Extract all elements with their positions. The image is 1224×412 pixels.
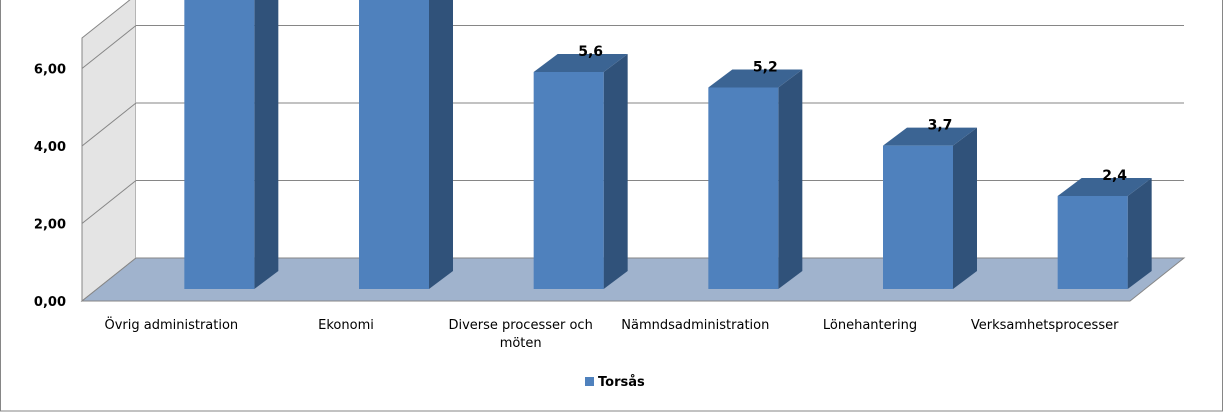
bar-top [1057, 178, 1152, 196]
plot-walls [81, 0, 1184, 303]
bar-side [603, 54, 628, 289]
data-label: 5,2 [753, 60, 778, 76]
bar [533, 54, 628, 289]
data-label: 2,4 [1102, 168, 1127, 184]
back-wall [136, 0, 1184, 258]
legend-label: Torsås [598, 375, 645, 390]
bar [359, 0, 453, 289]
bars [184, 0, 1152, 289]
bar [883, 127, 977, 289]
bar-side [953, 127, 977, 289]
x-tick-label: Ekonomi [318, 318, 374, 333]
value-labels: 5,6 5,2 3,7 2,4 [578, 44, 1127, 184]
x-axis-categories: Övrig administration Ekonomi Diverse proce… [104, 316, 1119, 351]
bar-top [533, 54, 628, 72]
y-axis-ticks: 0,00 2,00 4,00 6,00 [34, 63, 66, 311]
bar-side [1127, 178, 1152, 289]
y-tick-label: 4,00 [34, 140, 66, 155]
y-tick-label: 2,00 [34, 218, 66, 233]
bar-side [254, 0, 279, 289]
bar-front [1057, 196, 1128, 289]
gridlines [81, 25, 1184, 224]
bar-front [883, 145, 953, 289]
bar [184, 0, 279, 289]
bar-front [359, 0, 429, 289]
bar-front [184, 0, 255, 289]
side-wall [81, 0, 137, 303]
legend-swatch [585, 377, 594, 386]
y-tick-label: 0,00 [34, 295, 66, 310]
data-label: 3,7 [928, 118, 953, 134]
x-tick-label: Nämndsadministration [621, 318, 769, 333]
bar-front [708, 87, 779, 289]
legend: Torsås [585, 375, 645, 390]
gridline-side [81, 102, 137, 147]
bar [1057, 178, 1152, 289]
bar [708, 69, 803, 289]
bar-front [533, 72, 604, 289]
gridline-side [81, 25, 137, 69]
x-tick-label: Verksamhetsprocesser [971, 318, 1119, 333]
bar-side [778, 69, 803, 289]
bar-top [883, 127, 977, 146]
bar-side [429, 0, 453, 289]
x-tick-label: Diverse processer och möten [448, 318, 592, 351]
data-label: 5,6 [578, 44, 603, 60]
bar-top [708, 69, 803, 88]
x-tick-label: Lönehantering [823, 318, 917, 333]
y-tick-label: 6,00 [34, 63, 66, 78]
gridline-side [81, 180, 137, 224]
x-tick-label: Övrig administration [104, 316, 238, 333]
